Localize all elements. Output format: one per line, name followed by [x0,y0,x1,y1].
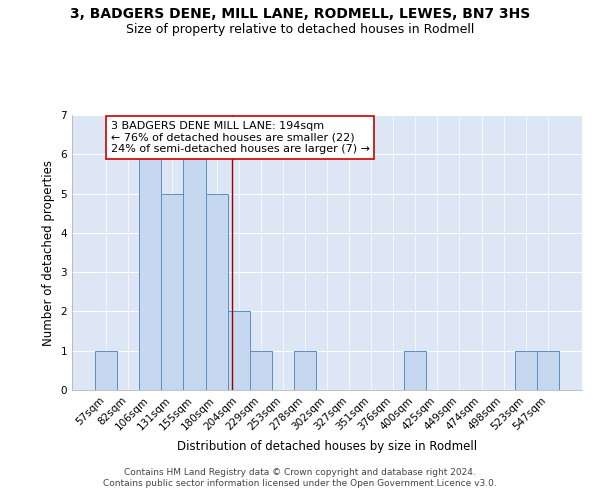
Bar [250,350,272,390]
Bar [294,350,316,390]
Bar [206,194,227,390]
Bar [161,194,184,390]
Text: 3 BADGERS DENE MILL LANE: 194sqm
← 76% of detached houses are smaller (22)
24% o: 3 BADGERS DENE MILL LANE: 194sqm ← 76% o… [110,121,370,154]
Text: 3, BADGERS DENE, MILL LANE, RODMELL, LEWES, BN7 3HS: 3, BADGERS DENE, MILL LANE, RODMELL, LEW… [70,8,530,22]
Text: Contains public sector information licensed under the Open Government Licence v3: Contains public sector information licen… [103,480,497,488]
Bar [139,154,161,390]
Bar [95,350,117,390]
X-axis label: Distribution of detached houses by size in Rodmell: Distribution of detached houses by size … [177,440,477,453]
Bar [537,350,559,390]
Text: Size of property relative to detached houses in Rodmell: Size of property relative to detached ho… [126,22,474,36]
Bar [404,350,427,390]
Bar [184,154,206,390]
Bar [227,312,250,390]
Y-axis label: Number of detached properties: Number of detached properties [42,160,55,346]
Bar [515,350,537,390]
Text: Contains HM Land Registry data © Crown copyright and database right 2024.: Contains HM Land Registry data © Crown c… [124,468,476,477]
